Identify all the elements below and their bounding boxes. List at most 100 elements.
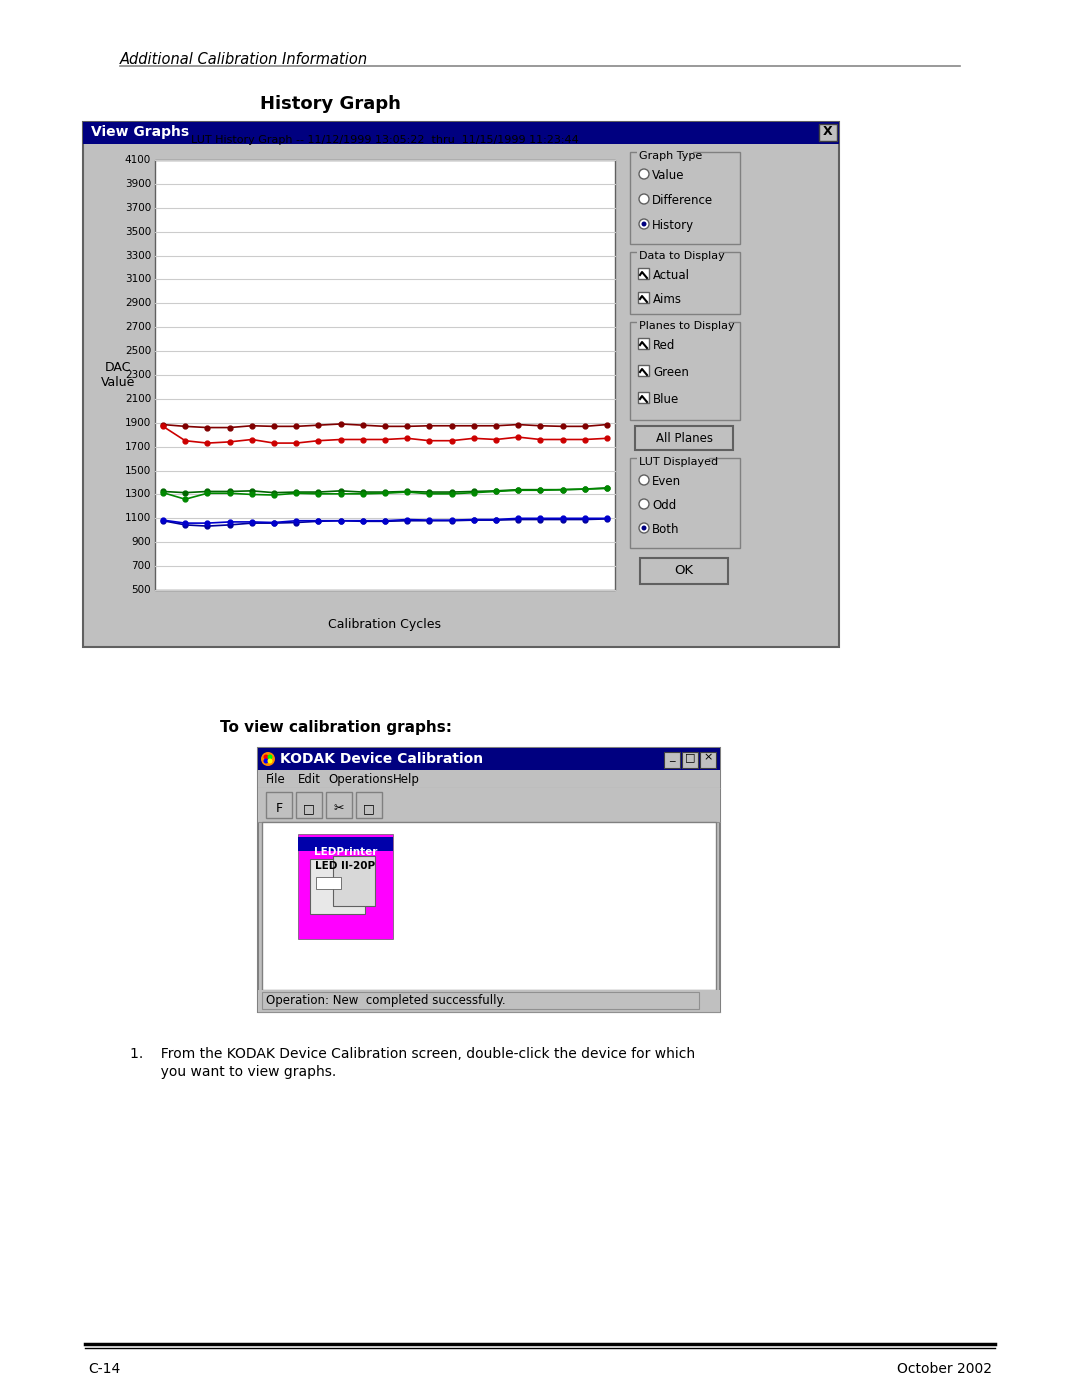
Text: 500: 500 [132, 585, 151, 595]
Bar [316, 877, 341, 888]
Circle shape [639, 169, 649, 179]
Text: Value: Value [652, 169, 685, 182]
Text: □: □ [685, 752, 696, 761]
Text: 2500: 2500 [125, 346, 151, 356]
Text: ✂: ✂ [334, 802, 345, 814]
Text: 1.    From the KODAK Device Calibration screen, double-click the device for whic: 1. From the KODAK Device Calibration scr… [130, 1046, 696, 1060]
Circle shape [642, 222, 647, 226]
Bar [640, 557, 728, 584]
Text: Green: Green [653, 366, 689, 379]
Text: 3500: 3500 [125, 226, 151, 236]
Text: LEDPrinter: LEDPrinter [314, 847, 377, 856]
Text: Help: Help [393, 773, 420, 787]
Text: you want to view graphs.: you want to view graphs. [130, 1065, 336, 1078]
Text: 2100: 2100 [125, 394, 151, 404]
Bar [638, 393, 649, 402]
Text: History Graph: History Graph [259, 95, 401, 113]
Bar [638, 365, 649, 376]
Text: 3100: 3100 [125, 274, 151, 285]
Circle shape [639, 522, 649, 534]
Bar [298, 834, 393, 939]
Text: Calibration Cycles: Calibration Cycles [328, 617, 442, 631]
Text: Edit: Edit [298, 773, 321, 787]
Bar [298, 837, 393, 851]
Text: 2900: 2900 [125, 299, 151, 309]
Bar [638, 338, 649, 349]
Bar [326, 792, 352, 819]
Text: 3700: 3700 [125, 203, 151, 212]
Circle shape [639, 475, 649, 485]
Text: 1300: 1300 [125, 489, 151, 500]
Bar [333, 856, 375, 907]
Text: F: F [275, 802, 283, 814]
Bar [681, 752, 698, 768]
Text: October 2002: October 2002 [897, 1362, 993, 1376]
Bar [664, 752, 680, 768]
Bar [630, 251, 740, 314]
Bar [637, 316, 729, 328]
Text: 1500: 1500 [125, 465, 151, 475]
Bar [258, 990, 720, 1011]
Text: Actual: Actual [653, 270, 690, 282]
Bar [83, 122, 839, 647]
Text: Additional Calibration Information: Additional Calibration Information [120, 52, 368, 67]
Text: 1900: 1900 [125, 418, 151, 427]
Circle shape [639, 194, 649, 204]
Text: Graph Type: Graph Type [639, 151, 702, 161]
Text: 3300: 3300 [125, 250, 151, 261]
Text: Aims: Aims [653, 293, 681, 306]
Bar [296, 792, 322, 819]
Bar [356, 792, 382, 819]
Text: Difference: Difference [652, 194, 713, 207]
Text: ×: × [703, 752, 713, 761]
Bar [630, 458, 740, 548]
Text: LUT Displayed: LUT Displayed [639, 457, 718, 467]
Bar [638, 268, 649, 279]
Bar [262, 992, 699, 1009]
Circle shape [261, 752, 275, 766]
Text: LUT History Graph -- 11/12/1999 13:05:22  thru  11/15/1999 11:23:44: LUT History Graph -- 11/12/1999 13:05:22… [191, 136, 579, 145]
Bar [819, 124, 837, 141]
Text: Even: Even [652, 475, 681, 488]
Bar [310, 859, 365, 914]
Text: 4100: 4100 [125, 155, 151, 165]
Bar [638, 292, 649, 303]
Bar [262, 821, 716, 990]
Text: 3900: 3900 [125, 179, 151, 189]
Text: 2700: 2700 [125, 323, 151, 332]
Text: Operation: New  completed successfully.: Operation: New completed successfully. [266, 995, 505, 1007]
Text: Both: Both [652, 522, 679, 536]
Text: KODAK Device Calibration: KODAK Device Calibration [280, 752, 483, 766]
Text: □: □ [363, 802, 375, 814]
Text: 900: 900 [132, 538, 151, 548]
Text: _: _ [670, 752, 675, 761]
Text: History: History [652, 219, 694, 232]
Text: C-14: C-14 [87, 1362, 120, 1376]
Bar [700, 752, 716, 768]
Bar [637, 246, 719, 258]
Circle shape [639, 219, 649, 229]
Bar [258, 747, 720, 1011]
Bar [156, 161, 615, 590]
Bar [637, 147, 693, 158]
Text: Planes to Display: Planes to Display [639, 321, 734, 331]
Text: DAC
Value: DAC Value [100, 360, 135, 388]
Bar [266, 792, 292, 819]
Text: OK: OK [674, 564, 693, 577]
Circle shape [268, 759, 272, 764]
Text: Blue: Blue [653, 393, 679, 407]
Text: X: X [823, 124, 833, 138]
Text: File: File [266, 773, 286, 787]
Bar [637, 453, 708, 464]
Bar [630, 152, 740, 244]
Text: 1100: 1100 [125, 513, 151, 524]
Bar [83, 122, 839, 144]
Text: 2300: 2300 [125, 370, 151, 380]
Bar [258, 770, 720, 788]
Text: LED II-20P: LED II-20P [315, 861, 376, 870]
Bar [635, 426, 733, 450]
Text: Red: Red [653, 339, 675, 352]
Circle shape [264, 759, 269, 764]
Text: To view calibration graphs:: To view calibration graphs: [220, 719, 453, 735]
Bar [258, 788, 720, 821]
